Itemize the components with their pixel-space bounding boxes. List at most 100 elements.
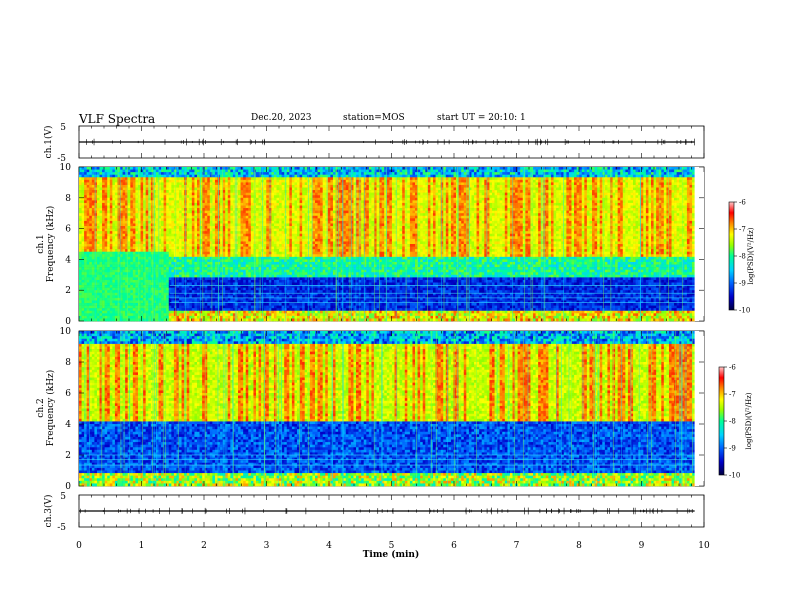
spectrogram-cell	[200, 211, 203, 214]
spectrogram-cell	[107, 275, 110, 278]
spectrogram-cell	[223, 249, 226, 252]
spectrogram-cell	[187, 257, 190, 260]
spectrogram-cell	[169, 167, 172, 170]
spectrogram-cell	[182, 283, 185, 286]
spectrogram-cell	[225, 288, 228, 291]
spectrogram-cell	[161, 257, 164, 260]
spectrogram-cell	[164, 188, 167, 191]
spectrogram-cell	[143, 280, 146, 283]
spectrogram-cell	[97, 254, 100, 257]
spectrogram-cell	[105, 236, 108, 239]
spectrogram-cell	[105, 272, 108, 275]
spectrogram-cell	[212, 316, 215, 319]
spectrogram-cell	[215, 288, 218, 291]
ytick-label: 5	[60, 123, 66, 133]
spectrogram-cell	[264, 259, 267, 262]
spectrogram-cell	[189, 252, 192, 255]
spectrogram-cell	[161, 182, 164, 185]
spectrogram-cell	[246, 272, 249, 275]
spectrogram-cell	[171, 277, 174, 280]
spectrogram-cell	[266, 270, 269, 273]
spectrogram-cell	[115, 182, 118, 185]
spectrogram-cell	[89, 177, 92, 180]
spectrogram-cell	[264, 216, 267, 219]
spectrogram-cell	[228, 195, 231, 198]
spectrogram-cell	[94, 318, 97, 321]
spectrogram-cell	[189, 303, 192, 306]
spectrogram-cell	[189, 316, 192, 319]
spectrogram-cell	[248, 190, 251, 193]
spectrogram-cell	[207, 180, 210, 183]
spectrogram-cell	[182, 311, 185, 314]
spectrogram-cell	[197, 311, 200, 314]
spectrogram-cell	[123, 249, 126, 252]
spectrogram-cell	[146, 244, 149, 247]
spectrogram-cell	[282, 288, 285, 291]
spectrogram-cell	[128, 185, 131, 188]
spectrogram-cell	[156, 303, 159, 306]
spectrogram-cell	[228, 272, 231, 275]
spectrogram-cell	[171, 265, 174, 268]
spectrogram-cell	[97, 239, 100, 242]
spectrogram-cell	[176, 200, 179, 203]
spectrogram-cell	[115, 236, 118, 239]
spectrogram-cell	[200, 206, 203, 209]
spectrogram-cell	[128, 170, 131, 173]
spectrogram-cell	[210, 275, 213, 278]
spectrogram-cell	[128, 277, 131, 280]
spectrogram-cell	[115, 280, 118, 283]
spectrogram-cell	[130, 316, 133, 319]
spectrogram-cell	[115, 213, 118, 216]
spectrogram-cell	[100, 308, 103, 311]
spectrogram-cell	[279, 195, 282, 198]
spectrogram-cell	[192, 218, 195, 221]
spectrogram-cell	[215, 257, 218, 260]
spectrogram-cell	[194, 172, 197, 175]
spectrogram-cell	[205, 167, 208, 170]
spectrogram-cell	[141, 241, 144, 244]
spectrogram-cell	[92, 298, 95, 301]
spectrogram-cell	[143, 316, 146, 319]
spectrogram-cell	[110, 247, 113, 250]
spectrogram-cell	[282, 244, 285, 247]
spectrogram-cell	[87, 249, 90, 252]
spectrogram-cell	[248, 239, 251, 242]
spectrogram-cell	[161, 206, 164, 209]
spectrogram-cell	[189, 188, 192, 191]
spectrogram-cell	[156, 285, 159, 288]
spectrogram-cell	[146, 313, 149, 316]
spectrogram-cell	[135, 239, 138, 242]
spectrogram-cell	[128, 239, 131, 242]
spectrogram-cell	[256, 254, 259, 257]
spectrogram-cell	[87, 236, 90, 239]
spectrogram-cell	[223, 252, 226, 255]
spectrogram-cell	[135, 203, 138, 206]
spectrogram-cell	[176, 195, 179, 198]
spectrogram-cell	[105, 241, 108, 244]
spectrogram-cell	[166, 182, 169, 185]
spectrogram-cell	[248, 172, 251, 175]
spectrogram-cell	[200, 306, 203, 309]
spectrogram-cell	[94, 254, 97, 257]
spectrogram-cell	[107, 208, 110, 211]
spectrogram-cell	[123, 206, 126, 209]
spectrogram-cell	[238, 223, 241, 226]
spectrogram-cell	[225, 239, 228, 242]
spectrogram-cell	[166, 231, 169, 234]
spectrogram-cell	[94, 206, 97, 209]
spectrogram-cell	[89, 290, 92, 293]
spectrogram-cell	[141, 239, 144, 242]
spectrogram-cell	[179, 272, 182, 275]
spectrogram-cell	[133, 265, 136, 268]
spectrogram-cell	[248, 318, 251, 321]
spectrogram-cell	[84, 241, 87, 244]
spectrogram-cell	[130, 265, 133, 268]
spectrogram-cell	[164, 267, 167, 270]
spectrogram-cell	[128, 177, 131, 180]
spectrogram-cell	[164, 236, 167, 239]
spectrogram-cell	[169, 226, 172, 229]
spectrogram-cell	[112, 313, 115, 316]
spectrogram-cell	[82, 313, 85, 316]
spectrogram-cell	[277, 211, 280, 214]
spectrogram-cell	[197, 257, 200, 260]
